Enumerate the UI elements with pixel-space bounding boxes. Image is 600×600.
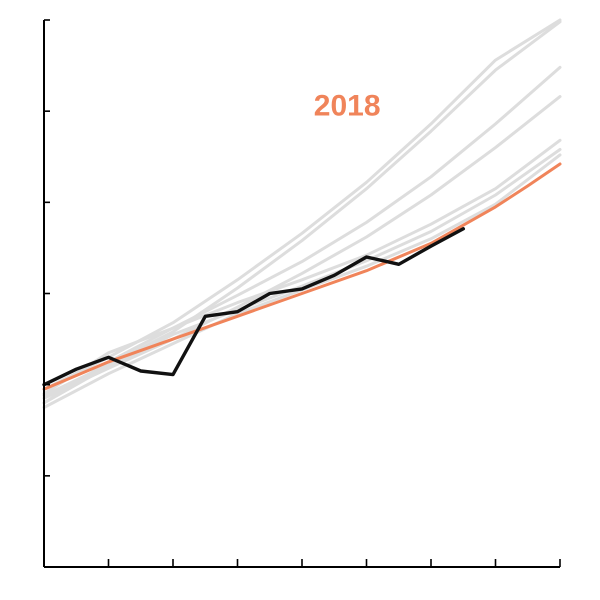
series-layer [42, 18, 562, 409]
trend-series-line [42, 162, 562, 391]
actual-series-line [42, 227, 465, 387]
axes-layer [43, 19, 561, 568]
background-series-line [42, 20, 562, 398]
background-series-line [42, 148, 562, 405]
background-series-line [42, 18, 562, 391]
background-series-line [42, 138, 562, 396]
background-series-line [42, 65, 562, 405]
background-series-line [42, 95, 562, 400]
series-annotation-label: 2018 [314, 89, 381, 122]
annotation-layer: 2018 [314, 89, 381, 122]
